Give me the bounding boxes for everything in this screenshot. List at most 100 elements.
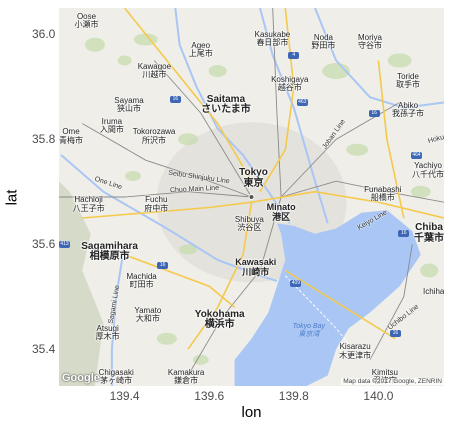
- place-name-en: Koshigaya: [271, 74, 309, 84]
- basemap-tiles: [59, 8, 444, 386]
- place-label-noda[interactable]: Noda 野田市: [311, 33, 336, 51]
- place-name-jp: 川越市: [142, 69, 167, 79]
- river-line: [60, 154, 278, 282]
- place-name-en: Atsugi: [96, 324, 119, 333]
- place-label-ome[interactable]: Ome 青梅市: [59, 127, 83, 145]
- highway-line: [251, 190, 444, 219]
- place-name-en: Sagamihara: [81, 240, 138, 252]
- place-name-en: Chiba: [415, 222, 443, 234]
- place-label-tokorozawa[interactable]: Tokorozawa 所沢市: [133, 127, 176, 145]
- place-name-jp: 渋谷区: [237, 223, 262, 233]
- x-tick-label: 139.6: [194, 389, 225, 403]
- place-name-jp: 春日部市: [256, 38, 289, 48]
- highway-line: [82, 201, 252, 219]
- place-name-jp: 東京: [243, 177, 264, 189]
- rail-line: [59, 191, 252, 198]
- place-name-jp: 所沢市: [142, 135, 167, 145]
- place-name-en: Iruma: [101, 116, 123, 126]
- place-name-jp: 我孫子市: [392, 109, 425, 119]
- x-tick-label: 139.8: [278, 389, 309, 403]
- place-name-jp: 千葉市: [414, 232, 444, 244]
- place-label-koshigaya[interactable]: Koshigaya 越谷市: [271, 74, 309, 93]
- place-label-shibuya[interactable]: Shibuya 渋谷区: [234, 214, 264, 233]
- highway-line: [187, 202, 253, 350]
- place-name-en: Kisarazu: [339, 342, 371, 352]
- park-area: [420, 263, 439, 278]
- place-name-jp: 茅ヶ崎市: [100, 376, 133, 386]
- rail-line: [272, 8, 282, 198]
- place-label-hachioji[interactable]: Hachioji 八王子市: [73, 196, 105, 213]
- rail-line: [153, 60, 252, 198]
- place-label-kamakura[interactable]: Kamakura 鎌倉市: [167, 368, 205, 386]
- place-label-ichihara[interactable]: Ichiha: [423, 286, 444, 296]
- place-label-machida[interactable]: Machida 町田市: [126, 271, 157, 290]
- place-name-en: Kawagoe: [137, 61, 172, 71]
- river-line: [174, 8, 291, 224]
- place-label-yamato[interactable]: Yamato 大和市: [134, 305, 162, 324]
- route-shield-icon: 463: [296, 99, 308, 106]
- place-name-jp: 相模原市: [89, 251, 130, 263]
- place-label-moriya[interactable]: Moriya 守谷市: [357, 32, 382, 51]
- place-name-en: Yamato: [134, 305, 162, 315]
- place-name-jp: 青梅市: [59, 135, 83, 145]
- place-name-en: Kamakura: [167, 368, 205, 377]
- place-label-abiko[interactable]: Abiko 我孫子市: [392, 101, 425, 119]
- river-line: [110, 244, 126, 386]
- place-name-jp: 入間市: [99, 125, 124, 135]
- place-name-en: Minato: [266, 202, 296, 213]
- place-label-fuchu[interactable]: Fuchu 府中市: [144, 196, 168, 213]
- park-area: [387, 53, 412, 68]
- map-panel[interactable]: Oose 小瀬市 Kawagoe 川越市 Ageo 上尾市 Kasukabe 春日部市 Noda…: [59, 8, 444, 386]
- place-label-toride[interactable]: Toride 取手市: [396, 72, 421, 90]
- place-name-jp: 町田市: [129, 279, 154, 289]
- route-shield-icon: 16: [398, 230, 410, 238]
- water-label-tokyo-bay: Tokyo Bay 東京湾: [293, 323, 325, 338]
- place-label-tokyo[interactable]: Tokyo 東京: [239, 167, 268, 189]
- place-name-jp: 八千代市: [412, 169, 444, 179]
- place-label-yokohama[interactable]: Yokohama 横浜市: [195, 309, 245, 331]
- place-label-kawasaki[interactable]: Kawasaki 川崎市: [235, 258, 276, 277]
- place-name-jp: 木更津市: [339, 350, 372, 360]
- place-label-sagamihara[interactable]: Sagamihara 相模原市: [81, 240, 138, 263]
- place-name-jp: 八王子市: [72, 203, 105, 213]
- place-name-en: Machida: [126, 271, 157, 281]
- place-label-funabashi[interactable]: Funabashi 船橋市: [364, 185, 401, 203]
- mountain-area: [59, 181, 104, 386]
- place-label-kisarazu[interactable]: Kisarazu 木更津市: [339, 343, 371, 360]
- place-label-chiba[interactable]: Chiba 千葉市: [414, 223, 444, 244]
- place-label-atsugi[interactable]: Atsugi 厚木市: [96, 324, 120, 342]
- highway-line: [124, 253, 236, 308]
- place-name-jp: 府中市: [144, 203, 169, 213]
- place-name-en: Ichiha: [423, 286, 444, 296]
- place-label-saitama[interactable]: Saitama さいたま市: [201, 94, 251, 116]
- park-area: [410, 185, 431, 198]
- place-label-iruma[interactable]: Iruma 入間市: [99, 116, 124, 135]
- route-shield-icon: 16: [169, 96, 181, 104]
- park-area: [156, 332, 177, 345]
- rail-line: [280, 180, 444, 203]
- place-label-ageo[interactable]: Ageo 上尾市: [189, 41, 213, 59]
- place-name-en: Kasukabe: [254, 30, 291, 39]
- place-label-minato[interactable]: Minato 港区: [267, 203, 296, 222]
- place-name-en: Moriya: [357, 32, 382, 42]
- place-name-en: Kimitsu: [371, 368, 398, 377]
- place-name-en: Hachioji: [74, 195, 103, 205]
- x-tick-label: 139.4: [109, 389, 140, 403]
- y-tick-label: 35.6: [32, 237, 56, 252]
- park-area: [192, 354, 209, 365]
- place-label-chigasaki[interactable]: Chigasaki 茅ヶ崎市: [99, 368, 134, 386]
- place-name-jp: 港区: [272, 211, 291, 222]
- route-shield-icon: 413: [59, 240, 70, 248]
- place-label-yachiyo[interactable]: Yachiyo 八千代市: [412, 162, 444, 179]
- place-name-en: Sayama: [114, 95, 144, 105]
- place-label-oose[interactable]: Oose 小瀬市: [75, 12, 99, 30]
- place-name-en: Shibuya: [234, 214, 264, 224]
- place-label-sayama[interactable]: Sayama 狭山市: [114, 95, 144, 114]
- place-name-jp: 野田市: [311, 41, 336, 51]
- place-label-kasukabe[interactable]: Kasukabe 春日部市: [254, 30, 291, 48]
- place-label-kawagoe[interactable]: Kawagoe 川越市: [137, 61, 172, 80]
- map-attribution: Map data ©2017 Google, ZENRIN: [341, 378, 444, 385]
- place-name-en: Toride: [397, 72, 419, 81]
- place-name-jp: 取手市: [396, 80, 421, 90]
- place-name-en: Ome: [62, 127, 80, 137]
